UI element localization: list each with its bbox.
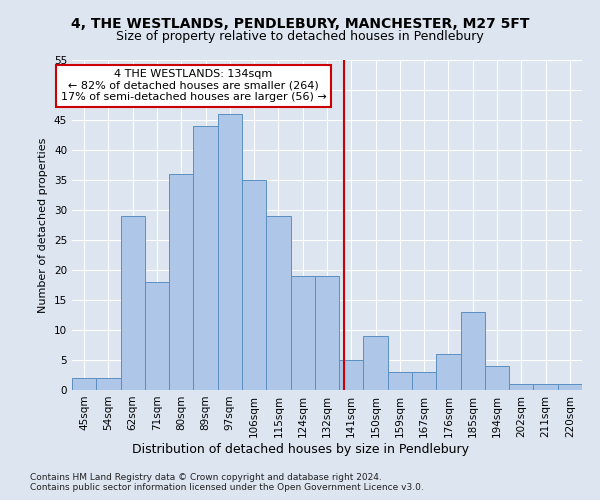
Bar [242,180,266,390]
Bar [364,336,388,390]
Bar [169,174,193,390]
Bar [509,384,533,390]
Bar [315,276,339,390]
Y-axis label: Number of detached properties: Number of detached properties [38,138,49,312]
Text: Contains HM Land Registry data © Crown copyright and database right 2024.: Contains HM Land Registry data © Crown c… [30,472,382,482]
Bar [339,360,364,390]
Bar [412,372,436,390]
Bar [266,216,290,390]
Bar [145,282,169,390]
Bar [290,276,315,390]
Bar [193,126,218,390]
Text: Distribution of detached houses by size in Pendlebury: Distribution of detached houses by size … [131,442,469,456]
Text: Size of property relative to detached houses in Pendlebury: Size of property relative to detached ho… [116,30,484,43]
Bar [388,372,412,390]
Bar [558,384,582,390]
Bar [461,312,485,390]
Bar [96,378,121,390]
Bar [436,354,461,390]
Bar [533,384,558,390]
Bar [485,366,509,390]
Text: 4, THE WESTLANDS, PENDLEBURY, MANCHESTER, M27 5FT: 4, THE WESTLANDS, PENDLEBURY, MANCHESTER… [71,18,529,32]
Text: Contains public sector information licensed under the Open Government Licence v3: Contains public sector information licen… [30,484,424,492]
Text: 4 THE WESTLANDS: 134sqm
← 82% of detached houses are smaller (264)
17% of semi-d: 4 THE WESTLANDS: 134sqm ← 82% of detache… [61,69,326,102]
Bar [121,216,145,390]
Bar [218,114,242,390]
Bar [72,378,96,390]
